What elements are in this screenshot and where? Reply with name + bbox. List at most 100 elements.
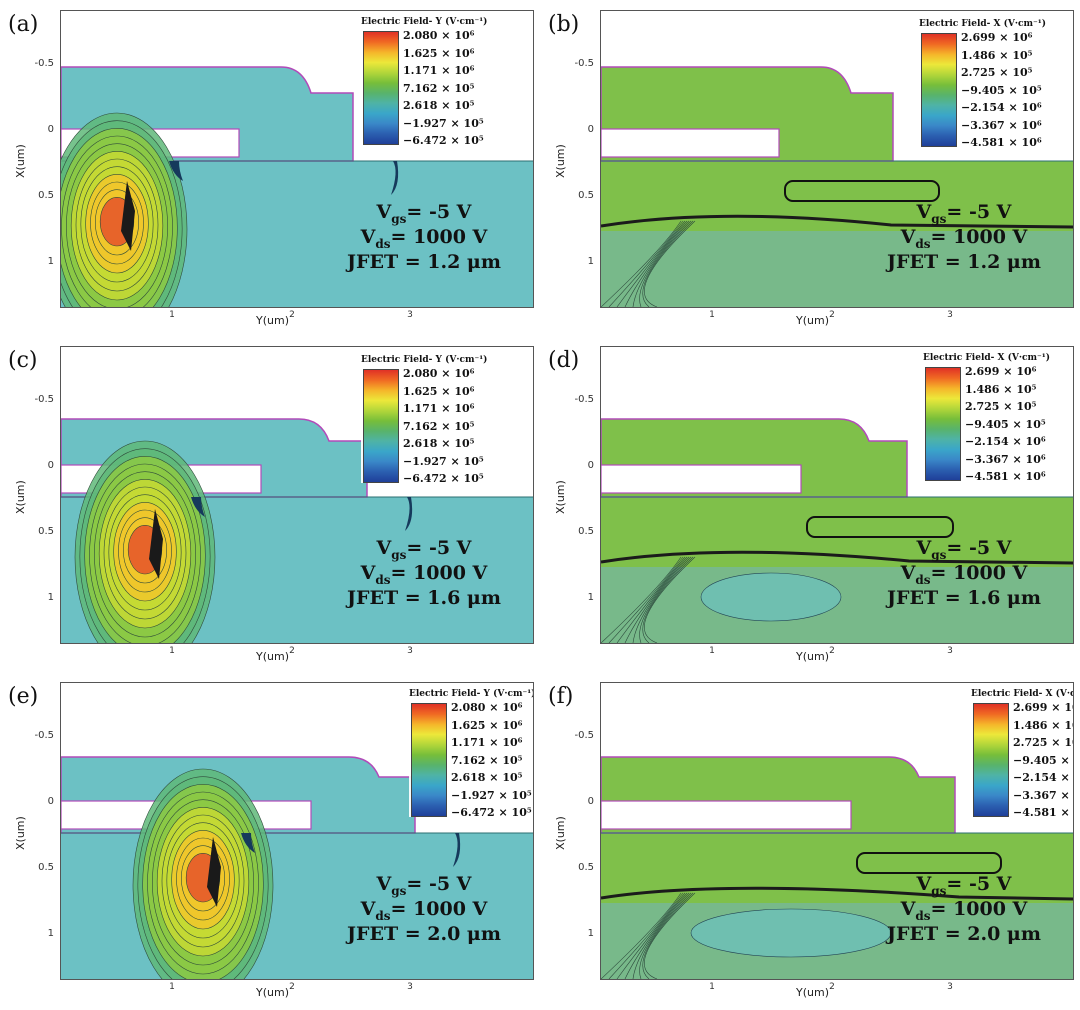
vds-value: = 1000 V [390, 561, 488, 584]
panel-c: (c) -0.5 0 0.5 1 X(um) 1 2 3 Y(um) Electric Field-… [0, 336, 540, 672]
y-tick-label: -0.5 [574, 730, 594, 741]
drain-edge-spike [453, 833, 461, 867]
colorbar-value: 1.625 × 10⁶ [451, 718, 523, 732]
vgs-symbol: V [916, 873, 932, 895]
vds-symbol: V [900, 561, 916, 584]
y-tick-label: 1 [47, 256, 54, 267]
colorbar-value: 7.162 × 10⁵ [403, 419, 475, 433]
contour-svg [601, 683, 1073, 979]
x-tick-label: 1 [169, 310, 175, 320]
jfet-prefix: JFET = [347, 586, 428, 609]
colorbar [973, 703, 1009, 817]
jfet-line: JFET = 1.2 μm [887, 251, 1041, 273]
contour-svg [601, 347, 1073, 643]
colorbar-value: 2.699 × 10⁶ [1013, 701, 1073, 714]
field-contour [632, 220, 690, 307]
panel-d: (d) -0.5 0 0.5 1 X(um) 1 2 3 Y(um) Electric Field-… [540, 336, 1080, 672]
legend-title: Electric Field- X (V·cm⁻¹) [919, 19, 1046, 29]
bias-annotation: Vgs= -5 V Vds= 1000 V JFET = 2.0 μm [347, 873, 501, 945]
colorbar-value: −1.927 × 10⁵ [451, 788, 532, 802]
vds-line: Vds= 1000 V [347, 898, 501, 923]
colorbar-legend: Electric Field- Y (V·cm⁻¹) 2.080 × 10⁶ 1.6… [361, 355, 531, 485]
y-tick-label: 1 [587, 592, 594, 603]
x-tick-label: 3 [947, 310, 953, 320]
y-tick-label: 0 [47, 796, 54, 807]
vds-line: Vds= 1000 V [887, 898, 1041, 923]
field-contour [616, 220, 686, 307]
vds-symbol: V [360, 225, 376, 248]
jfet-value: 1.6 μm [967, 586, 1041, 609]
field-contour [632, 892, 690, 979]
vds-value: = 1000 V [390, 897, 488, 920]
x-axis-label: Y(um) [796, 650, 829, 663]
x-tick-label: 2 [829, 310, 835, 320]
source-edge-spike [169, 161, 183, 181]
x-tick-label: 3 [407, 646, 413, 656]
colorbar [925, 367, 961, 481]
vds-subscript: ds [915, 572, 931, 587]
x-tick-label: 3 [407, 310, 413, 320]
colorbar-value: 2.618 × 10⁵ [403, 99, 475, 112]
colorbar-value: 2.618 × 10⁵ [403, 437, 475, 450]
y-tick-label: 0 [587, 796, 594, 807]
colorbar [411, 703, 447, 817]
vds-value: = 1000 V [930, 225, 1028, 248]
x-tick-label: 3 [947, 982, 953, 992]
colorbar-value: −2.154 × 10⁶ [961, 101, 1042, 114]
jfet-line: JFET = 1.6 μm [887, 587, 1041, 609]
panel-a: (a) -0.5 0 0.5 1 X(um) 1 2 3 Y(um) Electric Field-… [0, 0, 540, 336]
vgs-symbol: V [916, 201, 932, 223]
vds-symbol: V [360, 561, 376, 584]
field-contour [644, 220, 696, 307]
vgs-line: Vgs= -5 V [887, 201, 1041, 226]
field-contour [601, 892, 682, 979]
field-contour [639, 892, 692, 979]
colorbar-value: 7.162 × 10⁵ [403, 81, 475, 95]
bias-annotation: Vgs= -5 V Vds= 1000 V JFET = 1.2 μm [347, 201, 501, 273]
y-tick-label: 0.5 [38, 526, 54, 537]
jfet-line: JFET = 2.0 μm [887, 923, 1041, 945]
x-tick-label: 1 [169, 982, 175, 992]
colorbar-legend: Electric Field- Y (V·cm⁻¹) 2.080 × 10⁶ 1.6… [409, 689, 533, 819]
vds-value: = 1000 V [390, 225, 488, 248]
junction-contour [601, 550, 1073, 565]
panel-letter: (f) [548, 684, 574, 709]
colorbar [363, 31, 399, 145]
colorbar-value: 7.162 × 10⁵ [451, 753, 523, 767]
oxide-layer [601, 128, 780, 158]
jfet-value: 1.2 μm [427, 250, 501, 273]
vgs-subscript: gs [931, 883, 947, 898]
bias-annotation: Vgs= -5 V Vds= 1000 V JFET = 2.0 μm [887, 873, 1041, 945]
vgs-subscript: gs [391, 211, 407, 226]
colorbar-value: 2.725 × 10⁵ [965, 400, 1037, 413]
field-contour [690, 908, 892, 958]
colorbar-value: −1.927 × 10⁵ [403, 454, 484, 468]
y-tick-label: -0.5 [574, 394, 594, 405]
field-contour [616, 556, 686, 643]
vgs-value: = -5 V [406, 201, 472, 223]
contour-svg [61, 11, 533, 307]
contour-plot: Electric Field- Y (V·cm⁻¹) 2.080 × 10⁶ 1.6… [60, 10, 534, 308]
channel-contour [784, 180, 940, 202]
x-tick-label: 1 [709, 982, 715, 992]
field-contour [624, 556, 688, 643]
colorbar-value: 1.171 × 10⁶ [403, 64, 475, 77]
colorbar-value: −3.367 × 10⁶ [965, 452, 1046, 466]
y-tick-label: 0.5 [38, 190, 54, 201]
field-contour [639, 220, 692, 307]
y-axis-label: X(um) [14, 816, 27, 850]
x-tick-label: 1 [169, 646, 175, 656]
colorbar-legend: Electric Field- Y (V·cm⁻¹) 2.080 × 10⁶ 1.6… [361, 17, 531, 147]
colorbar-value: 2.618 × 10⁵ [451, 771, 523, 784]
field-contour [644, 556, 696, 643]
legend-title: Electric Field- Y (V·cm⁻¹) [361, 355, 488, 365]
y-axis-label: X(um) [554, 480, 567, 514]
colorbar-value: −9.405 × 10⁵ [965, 417, 1046, 431]
y-tick-label: 0.5 [578, 190, 594, 201]
y-tick-label: 0.5 [38, 862, 54, 873]
colorbar-value: −4.581 × 10⁶ [1013, 806, 1073, 819]
colorbar-value: 1.486 × 10⁵ [1013, 718, 1073, 732]
jfet-prefix: JFET = [887, 586, 968, 609]
field-contour [608, 556, 684, 643]
drain-edge-spike [391, 161, 399, 195]
